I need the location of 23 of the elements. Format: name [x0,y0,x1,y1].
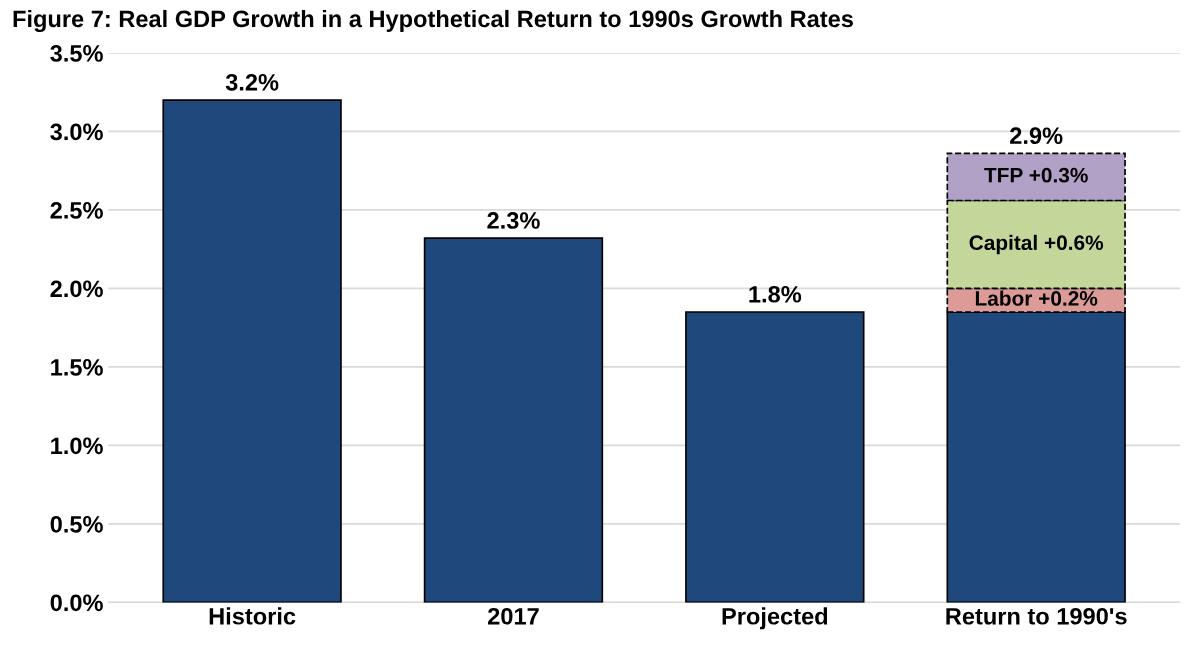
bar [423,237,604,603]
total-label: 2.3% [487,212,540,229]
total-label: 3.2% [225,73,279,91]
total-label: 2.9% [1010,127,1063,145]
x-tick-label: Return to 1990's [946,607,1127,625]
y-tick-label: 1.5% [51,359,103,376]
data-label: Labor +0.2% [975,290,1098,306]
y-tick-label: 3.0% [50,123,103,141]
x-tick-label: Projected [722,607,828,630]
total-label: 1.8% [749,285,802,303]
chart-title: Figure 7: Real GDP Growth in a Hypothetical Return to 1990s Growth Rates [13,9,853,33]
y-tick-label: 1.0% [51,437,103,455]
bar [685,311,865,603]
data-label: Capital +0.6% [969,234,1104,255]
y-tick-label: 2.5% [50,202,103,219]
y-tick-label: 3.5% [50,45,103,62]
y-tick-label: 0.0% [50,594,103,612]
y-tick-label: 2.0% [50,280,103,298]
x-tick-label: Historic [209,607,296,625]
bar [162,99,342,603]
data-label: TFP +0.3% [984,167,1088,183]
x-tick-label: 2017 [488,607,539,625]
y-tick-label: 0.5% [50,515,103,533]
